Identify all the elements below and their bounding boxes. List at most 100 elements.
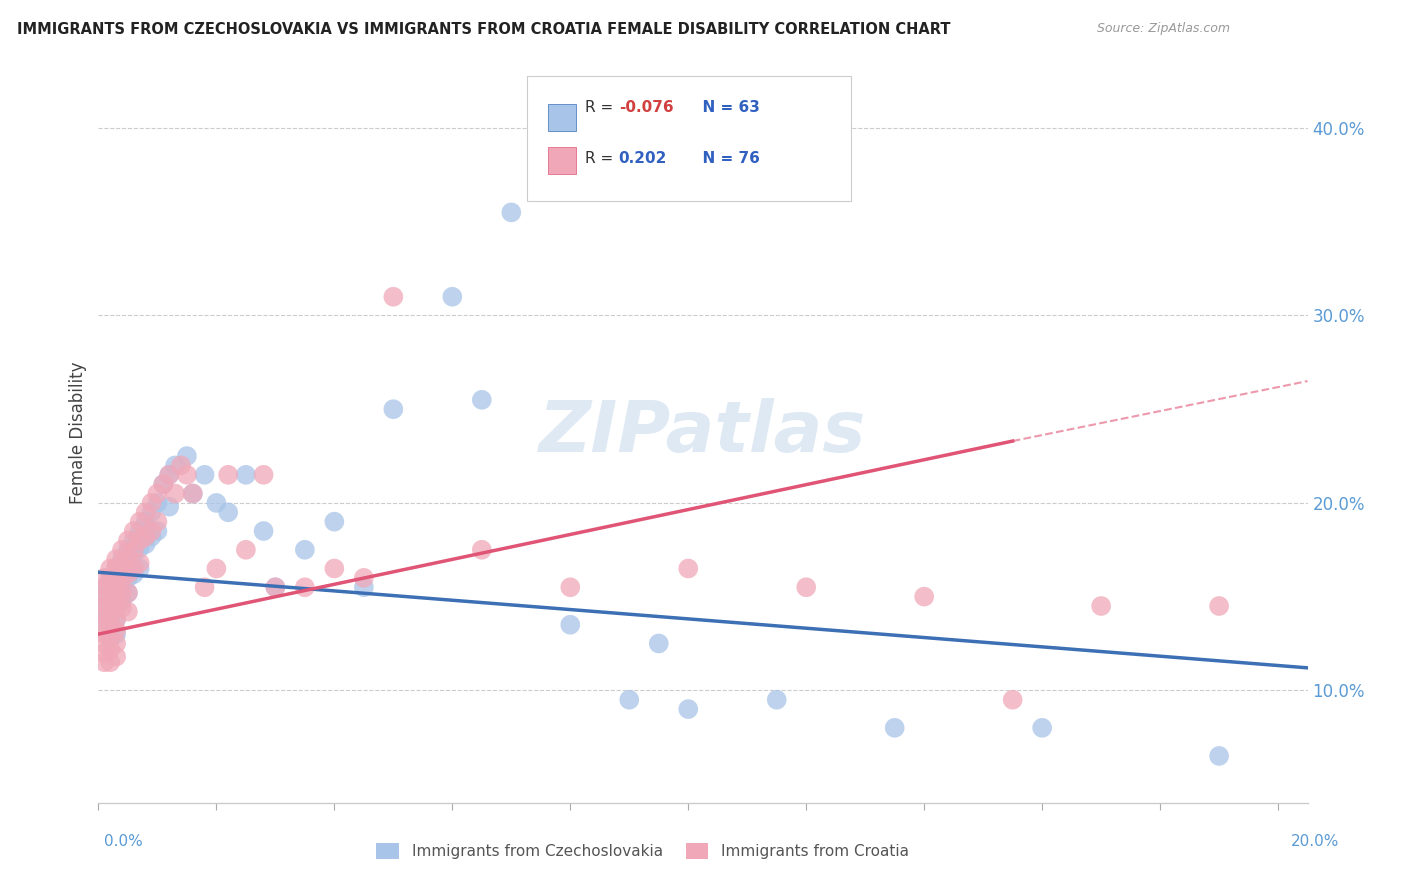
Point (98, 655, 121, 669)
Point (146, 496, 169, 510)
Point (264, 580, 287, 594)
Point (111, 580, 134, 594)
Point (111, 593, 134, 607)
Point (98, 580, 121, 594)
Point (111, 542, 134, 557)
Point (122, 567, 145, 582)
Text: Source: ZipAtlas.com: Source: ZipAtlas.com (1097, 22, 1230, 36)
Point (1001, 692, 1024, 706)
Point (93, 655, 115, 669)
Point (181, 486, 204, 500)
Point (194, 467, 217, 482)
Point (105, 571, 128, 585)
Point (157, 467, 180, 482)
Point (128, 561, 150, 575)
Point (181, 486, 204, 500)
Point (323, 515, 346, 529)
Point (135, 515, 157, 529)
Point (619, 692, 641, 706)
Point (382, 402, 405, 417)
Point (152, 477, 174, 491)
Text: 0.0%: 0.0% (104, 834, 143, 848)
Point (98, 608, 121, 623)
Point (217, 467, 239, 482)
Point (294, 542, 316, 557)
Point (128, 533, 150, 548)
Point (93, 636, 115, 650)
Point (105, 636, 128, 650)
Point (205, 561, 228, 575)
Point (294, 580, 316, 594)
Point (441, 290, 464, 304)
Point (105, 561, 128, 575)
Point (105, 586, 128, 600)
Point (98, 631, 121, 645)
Point (111, 571, 134, 585)
Point (141, 496, 163, 510)
Point (157, 500, 180, 514)
Point (1031, 721, 1053, 735)
Point (98, 599, 121, 613)
Point (105, 561, 128, 575)
Point (98, 571, 121, 585)
Point (111, 600, 134, 615)
Point (252, 524, 274, 538)
Point (128, 515, 150, 529)
Point (135, 530, 157, 544)
Point (111, 552, 134, 566)
Point (93, 599, 115, 613)
Point (105, 624, 128, 638)
Point (117, 549, 139, 563)
Point (98, 617, 121, 632)
Point (117, 586, 139, 600)
Point (105, 552, 128, 566)
Text: 20.0%: 20.0% (1291, 834, 1339, 848)
Point (117, 542, 139, 557)
Point (1208, 599, 1230, 613)
Point (93, 580, 115, 594)
Point (648, 636, 671, 650)
Point (98, 593, 121, 607)
Point (105, 649, 128, 664)
Point (122, 533, 145, 548)
Point (1208, 748, 1230, 763)
Point (105, 612, 128, 626)
Point (152, 477, 174, 491)
Text: R =: R = (585, 152, 619, 166)
Point (117, 556, 139, 570)
Point (501, 205, 523, 219)
Point (382, 290, 405, 304)
Point (105, 580, 128, 594)
Point (883, 721, 905, 735)
Point (93, 599, 115, 613)
Point (93, 612, 115, 626)
Point (117, 571, 139, 585)
Point (93, 627, 115, 641)
Text: 0.202: 0.202 (619, 152, 666, 166)
Point (98, 605, 121, 619)
Point (678, 702, 700, 716)
Point (353, 571, 375, 585)
Point (117, 567, 139, 582)
Point (98, 631, 121, 645)
Point (560, 580, 582, 594)
Point (157, 467, 180, 482)
Point (1090, 599, 1112, 613)
Point (105, 574, 128, 589)
Point (117, 605, 139, 619)
Point (217, 505, 239, 519)
Point (146, 515, 169, 529)
Point (146, 524, 169, 538)
Point (117, 586, 139, 600)
Point (176, 467, 198, 482)
Legend: Immigrants from Czechoslovakia, Immigrants from Croatia: Immigrants from Czechoslovakia, Immigran… (370, 838, 915, 865)
Text: R =: R = (585, 100, 619, 114)
Point (264, 580, 287, 594)
Text: ZIPatlas: ZIPatlas (540, 398, 866, 467)
Point (141, 524, 163, 538)
Point (93, 646, 115, 660)
Point (98, 642, 121, 657)
Point (93, 571, 115, 585)
Point (235, 467, 257, 482)
Point (252, 467, 274, 482)
